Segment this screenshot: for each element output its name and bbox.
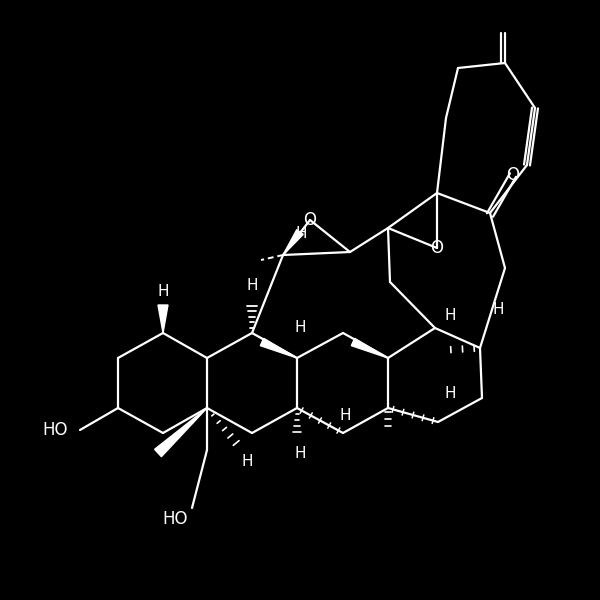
Text: H: H [492,302,504,317]
Text: H: H [339,407,351,422]
Text: HO: HO [42,421,68,439]
Text: HO: HO [162,510,188,528]
Text: H: H [295,226,307,241]
Text: H: H [157,284,169,299]
Text: H: H [444,385,456,401]
Text: H: H [294,320,306,335]
Polygon shape [352,338,388,358]
Text: O: O [304,211,317,229]
Text: O: O [431,239,443,257]
Polygon shape [283,230,303,255]
Text: H: H [246,277,258,292]
Text: H: H [241,455,253,469]
Text: H: H [444,308,456,323]
Polygon shape [158,305,168,333]
Text: H: H [294,445,306,461]
Text: O: O [506,166,520,184]
Polygon shape [260,338,297,358]
Polygon shape [155,408,207,457]
